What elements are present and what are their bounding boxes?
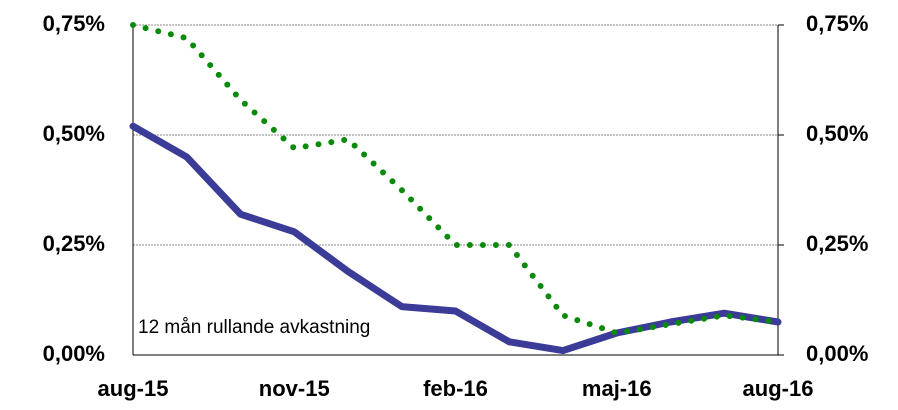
- line-series: [129, 122, 782, 355]
- x-tick-label: nov-15: [259, 376, 330, 401]
- x-tick-label: feb-16: [423, 376, 488, 401]
- y-tick-label: 0,25%: [43, 231, 105, 256]
- x-tick-label: maj-16: [582, 376, 652, 401]
- y2-tick-label: 0,75%: [806, 11, 868, 36]
- y-tick-label: 0,50%: [43, 121, 105, 146]
- x-tick-label: aug-15: [98, 376, 169, 401]
- y2-tick-label: 0,50%: [806, 121, 868, 146]
- annotation: 12 mån rullande avkastning: [138, 317, 370, 338]
- y2-tick-label: 0,25%: [806, 231, 868, 256]
- y-tick-label: 0,00%: [43, 341, 105, 366]
- line-series: [130, 22, 781, 336]
- y-tick-label: 0,75%: [43, 11, 105, 36]
- y2-tick-label: 0,00%: [806, 341, 868, 366]
- plot: 0,00% 0,25% 0,50% 0,75% 0,00% 0,25% 0,50% 0,75%…: [43, 11, 869, 401]
- x-tick-label: aug-16: [743, 376, 814, 401]
